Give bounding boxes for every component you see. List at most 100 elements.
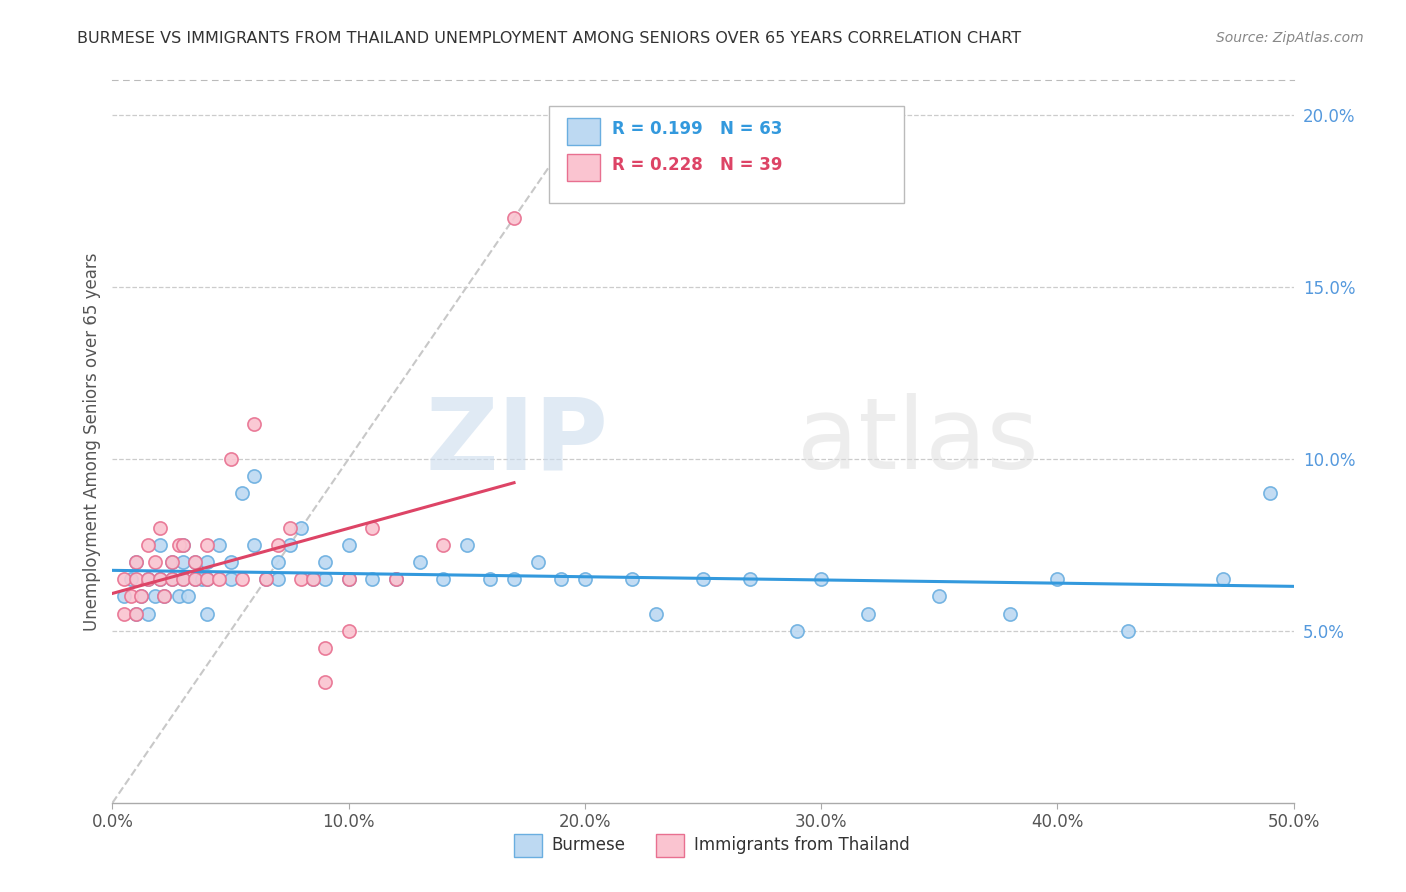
Point — [160, 555, 183, 569]
Point — [278, 520, 301, 534]
Point — [1212, 572, 1234, 586]
Point — [125, 607, 148, 621]
Point — [786, 624, 808, 638]
Text: Burmese: Burmese — [551, 837, 626, 855]
Point — [314, 555, 336, 569]
Point — [858, 607, 880, 621]
Point — [278, 538, 301, 552]
Text: BURMESE VS IMMIGRANTS FROM THAILAND UNEMPLOYMENT AMONG SENIORS OVER 65 YEARS COR: BURMESE VS IMMIGRANTS FROM THAILAND UNEM… — [77, 31, 1021, 46]
Point — [125, 572, 148, 586]
Point — [479, 572, 502, 586]
Point — [1258, 486, 1281, 500]
Point — [337, 572, 360, 586]
Point — [503, 572, 526, 586]
Point — [143, 555, 166, 569]
Point — [160, 555, 183, 569]
Text: Source: ZipAtlas.com: Source: ZipAtlas.com — [1216, 31, 1364, 45]
Point — [408, 555, 430, 569]
Point — [177, 590, 200, 604]
Text: R = 0.228   N = 39: R = 0.228 N = 39 — [612, 156, 783, 174]
Point — [195, 572, 218, 586]
Point — [337, 538, 360, 552]
Point — [337, 624, 360, 638]
Point — [125, 555, 148, 569]
Point — [136, 572, 159, 586]
Point — [337, 572, 360, 586]
FancyBboxPatch shape — [567, 154, 600, 181]
Text: atlas: atlas — [797, 393, 1039, 490]
Point — [112, 607, 135, 621]
Point — [191, 572, 214, 586]
Point — [160, 572, 183, 586]
Point — [120, 590, 142, 604]
Point — [184, 555, 207, 569]
Point — [172, 538, 194, 552]
Point — [172, 572, 194, 586]
Point — [167, 538, 190, 552]
Point — [136, 572, 159, 586]
Text: R = 0.199   N = 63: R = 0.199 N = 63 — [612, 120, 782, 137]
Point — [314, 572, 336, 586]
FancyBboxPatch shape — [515, 834, 543, 857]
Point — [254, 572, 277, 586]
Point — [361, 572, 384, 586]
Point — [456, 538, 478, 552]
Point — [129, 590, 152, 604]
Point — [290, 572, 312, 586]
Point — [243, 538, 266, 552]
Point — [267, 555, 290, 569]
Point — [574, 572, 596, 586]
Point — [219, 572, 242, 586]
Point — [692, 572, 714, 586]
Point — [184, 572, 207, 586]
Point — [432, 538, 454, 552]
FancyBboxPatch shape — [567, 118, 600, 145]
Point — [143, 590, 166, 604]
Point — [644, 607, 666, 621]
Point — [550, 572, 572, 586]
Point — [136, 538, 159, 552]
Point — [172, 572, 194, 586]
Point — [153, 590, 176, 604]
Y-axis label: Unemployment Among Seniors over 65 years: Unemployment Among Seniors over 65 years — [83, 252, 101, 631]
Point — [129, 590, 152, 604]
Text: Immigrants from Thailand: Immigrants from Thailand — [693, 837, 910, 855]
Point — [254, 572, 277, 586]
Point — [385, 572, 408, 586]
Point — [195, 607, 218, 621]
Point — [149, 572, 172, 586]
Point — [120, 572, 142, 586]
Point — [243, 469, 266, 483]
Point — [195, 555, 218, 569]
Point — [243, 417, 266, 432]
Point — [195, 538, 218, 552]
FancyBboxPatch shape — [655, 834, 685, 857]
Point — [361, 520, 384, 534]
Point — [385, 572, 408, 586]
Point — [621, 572, 644, 586]
Point — [195, 572, 218, 586]
Point — [231, 486, 253, 500]
Point — [267, 538, 290, 552]
Point — [231, 572, 253, 586]
Point — [503, 211, 526, 225]
Point — [125, 555, 148, 569]
Point — [167, 590, 190, 604]
FancyBboxPatch shape — [550, 105, 904, 203]
Point — [314, 675, 336, 690]
Point — [172, 538, 194, 552]
Point — [184, 555, 207, 569]
Point — [740, 572, 762, 586]
Point — [112, 572, 135, 586]
Point — [136, 607, 159, 621]
Point — [1116, 624, 1139, 638]
Point — [219, 555, 242, 569]
Point — [810, 572, 832, 586]
Point — [149, 520, 172, 534]
Point — [432, 572, 454, 586]
Point — [526, 555, 548, 569]
Point — [149, 572, 172, 586]
Point — [172, 555, 194, 569]
Point — [184, 572, 207, 586]
Point — [112, 590, 135, 604]
